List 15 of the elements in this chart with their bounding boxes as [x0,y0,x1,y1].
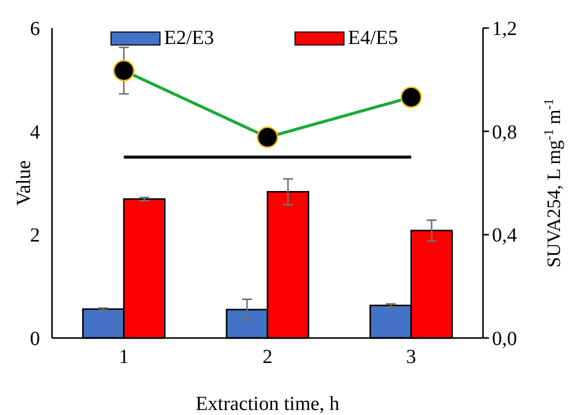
y2-tick-label: 0,4 [492,224,517,247]
x-tick-label: 1 [118,346,129,368]
y-tick-label: 0 [30,328,40,350]
y-axis-title: Value [13,160,35,206]
y-tick-label: 6 [30,18,40,40]
legend-label: E4/E5 [348,27,398,49]
legend-label: E2/E3 [164,27,214,49]
y-tick-label: 2 [30,224,40,247]
y-tick-label: 4 [30,121,40,144]
y2-tick-label: 0,0 [492,328,517,350]
x-axis-title: Extraction time, h [196,393,340,415]
x-tick-label: 2 [262,346,272,368]
y2-tick-label: 1,2 [492,18,517,40]
x-tick-label: 3 [406,346,416,368]
y2-tick-label: 0,8 [492,121,517,144]
